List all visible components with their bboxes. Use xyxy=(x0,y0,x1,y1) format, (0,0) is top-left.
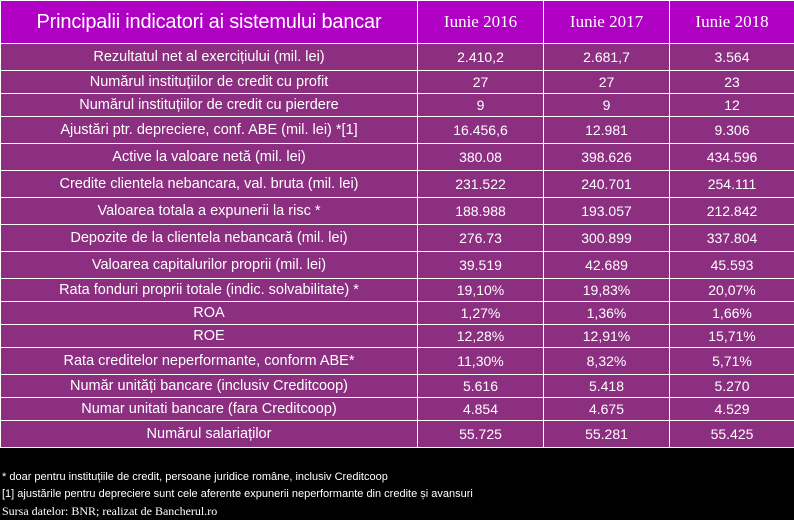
value-2018: 254.111 xyxy=(670,171,794,198)
row-label: Credite clientela nebancara, val. bruta … xyxy=(1,171,418,198)
value-2018: 9.306 xyxy=(670,117,794,144)
row-label: Numărul instituțiilor de credit cu pierd… xyxy=(1,94,418,117)
value-2016: 231.522 xyxy=(418,171,544,198)
value-2017: 12.981 xyxy=(544,117,670,144)
value-2018: 45.593 xyxy=(670,252,794,279)
value-2017: 193.057 xyxy=(544,198,670,225)
value-2016: 4.854 xyxy=(418,398,544,421)
value-2017: 1,36% xyxy=(544,302,670,325)
row-label: ROE xyxy=(1,325,418,348)
value-2016: 16.456,6 xyxy=(418,117,544,144)
row-label: Active la valoare netă (mil. lei) xyxy=(1,144,418,171)
value-2017: 42.689 xyxy=(544,252,670,279)
table-row: Depozite de la clientela nebancară (mil.… xyxy=(1,225,794,252)
value-2018: 3.564 xyxy=(670,44,794,71)
table-row: Numărul salariaților 55.725 55.281 55.42… xyxy=(1,421,794,448)
value-2016: 5.616 xyxy=(418,375,544,398)
value-2018: 5.270 xyxy=(670,375,794,398)
value-2016: 276.73 xyxy=(418,225,544,252)
column-header-2016: Iunie 2016 xyxy=(418,1,544,44)
value-2018: 4.529 xyxy=(670,398,794,421)
value-2017: 27 xyxy=(544,71,670,94)
value-2017: 55.281 xyxy=(544,421,670,448)
value-2016: 19,10% xyxy=(418,279,544,302)
indicators-table: Principalii indicatori ai sistemului ban… xyxy=(0,0,794,448)
value-2016: 11,30% xyxy=(418,348,544,375)
column-header-2017: Iunie 2017 xyxy=(544,1,670,44)
value-2016: 27 xyxy=(418,71,544,94)
value-2017: 8,32% xyxy=(544,348,670,375)
row-label: Depozite de la clientela nebancară (mil.… xyxy=(1,225,418,252)
value-2018: 212.842 xyxy=(670,198,794,225)
value-2017: 2.681,7 xyxy=(544,44,670,71)
table-row: ROA 1,27% 1,36% 1,66% xyxy=(1,302,794,325)
value-2016: 380.08 xyxy=(418,144,544,171)
value-2017: 300.899 xyxy=(544,225,670,252)
table-row: Numărul instituțiilor de credit cu profi… xyxy=(1,71,794,94)
value-2016: 188.988 xyxy=(418,198,544,225)
table-row: Număr unități bancare (inclusiv Creditco… xyxy=(1,375,794,398)
table-row: Numar unitati bancare (fara Creditcoop) … xyxy=(1,398,794,421)
value-2017: 9 xyxy=(544,94,670,117)
value-2018: 20,07% xyxy=(670,279,794,302)
value-2017: 12,91% xyxy=(544,325,670,348)
column-header-2018: Iunie 2018 xyxy=(670,1,794,44)
table-row: Numărul instituțiilor de credit cu pierd… xyxy=(1,94,794,117)
value-2017: 5.418 xyxy=(544,375,670,398)
table-header-row: Principalii indicatori ai sistemului ban… xyxy=(1,1,794,44)
table-row: Rezultatul net al exercițiului (mil. lei… xyxy=(1,44,794,71)
value-2018: 434.596 xyxy=(670,144,794,171)
table-row: Rata fonduri proprii totale (indic. solv… xyxy=(1,279,794,302)
value-2017: 398.626 xyxy=(544,144,670,171)
value-2018: 1,66% xyxy=(670,302,794,325)
table-title: Principalii indicatori ai sistemului ban… xyxy=(1,1,418,44)
value-2016: 1,27% xyxy=(418,302,544,325)
value-2017: 4.675 xyxy=(544,398,670,421)
value-2016: 2.410,2 xyxy=(418,44,544,71)
table-row: Valoarea totala a expunerii la risc * 18… xyxy=(1,198,794,225)
row-label: Ajustări ptr. depreciere, conf. ABE (mil… xyxy=(1,117,418,144)
table-row: Ajustări ptr. depreciere, conf. ABE (mil… xyxy=(1,117,794,144)
row-label: Numărul salariaților xyxy=(1,421,418,448)
source-note: Sursa datelor: BNR; realizat de Bancheru… xyxy=(2,503,473,520)
value-2018: 12 xyxy=(670,94,794,117)
row-label: Valoarea totala a expunerii la risc * xyxy=(1,198,418,225)
row-label: Valoarea capitalurilor proprii (mil. lei… xyxy=(1,252,418,279)
footnote-1: [1] ajustările pentru depreciere sunt ce… xyxy=(2,486,473,503)
table-row: Valoarea capitalurilor proprii (mil. lei… xyxy=(1,252,794,279)
asterisk-note: * doar pentru instituțiile de credit, pe… xyxy=(2,469,473,486)
value-2017: 240.701 xyxy=(544,171,670,198)
value-2017: 19,83% xyxy=(544,279,670,302)
table-row: Credite clientela nebancara, val. bruta … xyxy=(1,171,794,198)
value-2018: 337.804 xyxy=(670,225,794,252)
value-2018: 15,71% xyxy=(670,325,794,348)
row-label: Rata creditelor neperformante, conform A… xyxy=(1,348,418,375)
value-2016: 12,28% xyxy=(418,325,544,348)
row-label: Număr unități bancare (inclusiv Creditco… xyxy=(1,375,418,398)
row-label: Numărul instituțiilor de credit cu profi… xyxy=(1,71,418,94)
value-2016: 55.725 xyxy=(418,421,544,448)
value-2016: 39.519 xyxy=(418,252,544,279)
row-label: Numar unitati bancare (fara Creditcoop) xyxy=(1,398,418,421)
table-row: ROE 12,28% 12,91% 15,71% xyxy=(1,325,794,348)
row-label: Rata fonduri proprii totale (indic. solv… xyxy=(1,279,418,302)
table-row: Rata creditelor neperformante, conform A… xyxy=(1,348,794,375)
row-label: Rezultatul net al exercițiului (mil. lei… xyxy=(1,44,418,71)
value-2018: 5,71% xyxy=(670,348,794,375)
row-label: ROA xyxy=(1,302,418,325)
table-row: Active la valoare netă (mil. lei) 380.08… xyxy=(1,144,794,171)
footnotes: * doar pentru instituțiile de credit, pe… xyxy=(2,469,473,520)
value-2016: 9 xyxy=(418,94,544,117)
value-2018: 23 xyxy=(670,71,794,94)
value-2018: 55.425 xyxy=(670,421,794,448)
